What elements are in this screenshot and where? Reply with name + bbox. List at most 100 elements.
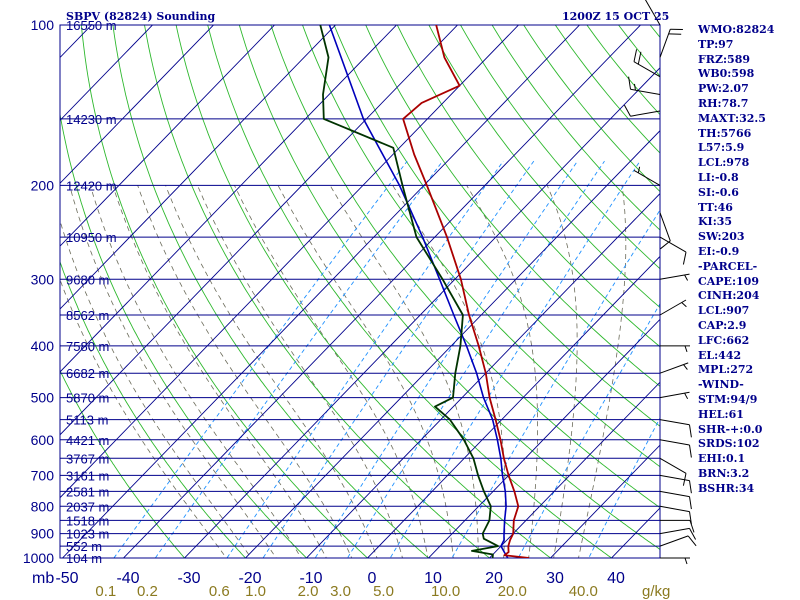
height-label: 1518 m [66,513,109,528]
isotherm-line [122,25,642,558]
isotherm-line [60,25,398,373]
mixing-ratio-label: 3.0 [330,583,351,600]
dewpoint-trace [319,25,499,558]
sounding-index: TP:97 [698,37,734,51]
mixing-ratio-lines [113,160,660,558]
wind-barbs [623,0,697,565]
sounding-index: CAP:2.9 [698,318,747,332]
temperature-label: 40 [607,570,625,587]
isotherm-line [60,25,337,310]
moist-adiabat-line [234,185,429,558]
height-label: 552 m [66,539,102,554]
wind-barb [633,49,661,78]
dry-adiabat-line [80,25,369,558]
mixing-ratio-label: 5.0 [373,583,394,600]
wind-barb [623,104,661,117]
moist-adiabat-line [69,185,277,558]
wind-barb [659,391,690,400]
moist-adiabat-line [197,185,403,558]
moist-adiabat-line [60,278,227,558]
moist-adiabat-line [546,185,578,558]
sounding-index: MPL:272 [698,363,754,377]
mixing-ratio-unit: g/kg [642,583,670,600]
isotherm-line [60,25,215,184]
dry-adiabat-line [428,25,660,309]
mixing-ratio-line [451,209,660,558]
temperature-label: -50 [55,570,78,587]
isotherm-line [244,130,660,558]
mixing-ratio-line [346,160,605,558]
isotherm-line [60,25,276,247]
wind-barb [659,362,689,374]
isobars [60,24,660,559]
temperature-label: 20 [485,570,503,587]
pressure-label: 900 [31,526,55,542]
sounding-index: EL:442 [698,348,742,362]
wind-barb [659,457,687,486]
pressure-label: 300 [31,271,55,287]
parcel-trace [328,25,509,558]
pressure-label: 500 [31,390,55,406]
sounding-index: MAXT:32.5 [698,111,766,125]
height-label: 10950 m [66,230,117,245]
isotherm-line [549,444,660,558]
wind-barb [659,236,687,265]
pressure-unit-label: mb [32,570,54,587]
height-label: 5870 m [66,391,109,406]
pressure-label: 700 [31,467,55,483]
wind-barb [659,28,683,58]
height-label: 16550 m [66,18,117,33]
pressure-label: 200 [31,177,55,193]
moist-adiabat-line [112,185,327,558]
moist-adiabat-line [137,185,353,558]
sounding-index: EHI:0.1 [698,452,746,466]
dry-adiabat-line [60,369,186,558]
mixing-ratio-label: 0.6 [209,583,230,600]
temperature-label: -30 [177,570,200,587]
dry-adiabat-line [459,25,660,270]
sounding-index: SHR-+:0.0 [698,422,763,436]
moist-adiabat-line [60,219,252,558]
plot-frame [59,24,661,559]
axis-labels: 0.1 0.2 0.6 1.0 2.0 3.0 5.0 10.0 20.0 40.01002003… [23,17,671,600]
mixing-ratio-line [517,303,660,558]
isotherm-line [60,25,459,436]
height-label: 6682 m [66,366,109,381]
sounding-index: LCL:907 [698,304,750,318]
wind-barb [659,212,671,250]
sounding-index: WMO:82824 [698,23,775,36]
height-label: 104 m [66,551,102,566]
sounding-index: BSHR:34 [698,481,755,495]
mixing-ratio-label: 20.0 [498,583,527,600]
dry-adiabat-line [175,25,552,558]
wind-barb [659,535,697,547]
wind-barb [659,273,690,281]
height-label: 7580 m [66,339,109,354]
sounding-index: WB0:598 [698,67,755,81]
moist-adiabat-line [578,185,627,558]
height-label: 4421 m [66,433,109,448]
height-label: 12420 m [66,178,117,193]
isotherm-line [366,255,660,558]
moist-adiabat-line [277,185,454,558]
mixing-ratio-label: 40.0 [569,583,598,600]
wind-barb [628,76,661,95]
sounding-index: -WIND- [698,378,744,392]
moist-adiabat-line [89,185,302,558]
moist-adiabat-line [392,185,506,558]
wind-barb [659,419,692,438]
height-label: 3767 m [66,451,109,466]
sounding-index: LFC:662 [698,333,750,347]
isotherm-line [61,25,581,558]
isotherm-line [427,318,660,558]
height-label: 2037 m [66,499,109,514]
sounding-indices-panel: WMO:82824 TP:97 FRZ:589 WB0:598 PW:2.07 RH:78… [698,23,800,497]
dry-adiabat-line [333,25,660,427]
moist-adiabats [60,185,627,558]
isotherm-line [60,25,520,499]
temperature-trace [402,25,530,558]
isotherm-line [488,381,660,558]
sounding-index: -PARCEL- [698,259,758,273]
wind-barb [633,166,661,186]
